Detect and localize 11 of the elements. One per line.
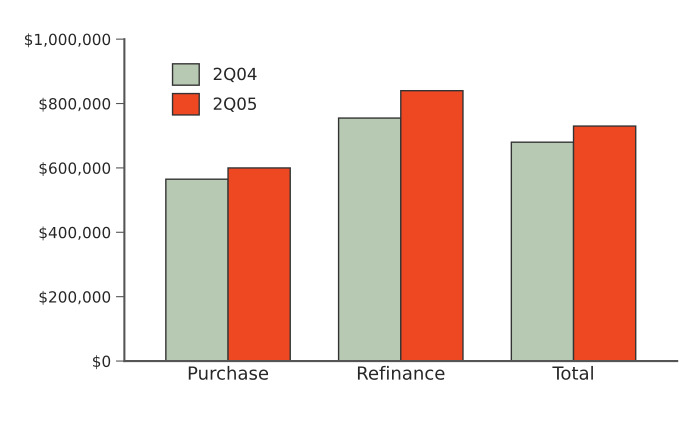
legend-label: 2Q05: [214, 97, 256, 112]
y-tick-label: $400,000: [40, 226, 110, 240]
x-tick-label: Purchase: [188, 366, 268, 380]
y-tick-label: $200,000: [40, 290, 110, 305]
y-tick-label: $1,000,000: [24, 33, 110, 48]
y-tick-label: $600,000: [40, 162, 110, 176]
x-tick-label: Total: [552, 366, 593, 380]
legend-label: 2Q04: [214, 68, 257, 82]
x-tick-label: Refinance: [358, 366, 444, 380]
y-tick-label: $0: [93, 355, 110, 370]
y-tick-label: $800,000: [40, 98, 110, 112]
